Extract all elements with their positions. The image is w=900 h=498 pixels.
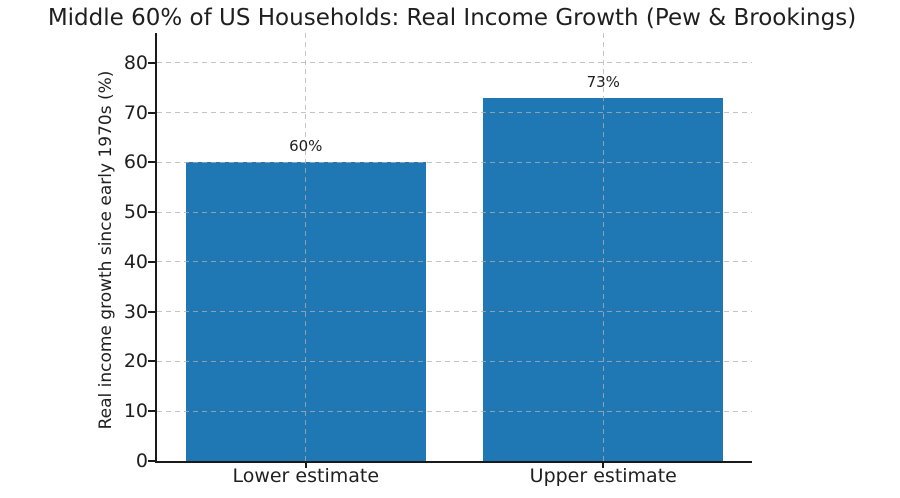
y-tick-label: 10 bbox=[123, 400, 148, 423]
h-gridline bbox=[157, 211, 752, 213]
bar-value-label: 60% bbox=[289, 137, 323, 156]
y-tick-label: 30 bbox=[123, 300, 148, 323]
y-tick-label: 60 bbox=[123, 151, 148, 174]
y-tick-mark bbox=[148, 310, 157, 313]
x-axis-tick-labels: Lower estimate Upper estimate bbox=[157, 464, 752, 494]
x-tick-label: Lower estimate bbox=[232, 465, 380, 487]
y-tick-mark bbox=[148, 61, 157, 64]
y-tick-label: 50 bbox=[123, 201, 148, 224]
h-gridline bbox=[157, 311, 752, 313]
y-tick-mark bbox=[148, 410, 157, 413]
y-tick-mark bbox=[148, 211, 157, 214]
chart-title: Middle 60% of US Households: Real Income… bbox=[47, 5, 857, 31]
y-tick-mark bbox=[148, 360, 157, 363]
h-gridline bbox=[157, 261, 752, 263]
y-tick-label: 80 bbox=[123, 51, 148, 74]
y-tick-mark bbox=[148, 460, 157, 462]
y-tick-label: 0 bbox=[135, 450, 148, 472]
bar-value-label: 73% bbox=[586, 72, 620, 91]
x-tick-mark bbox=[602, 461, 605, 468]
h-gridline bbox=[157, 112, 752, 114]
y-tick-mark bbox=[148, 260, 157, 263]
y-tick-label: 40 bbox=[123, 250, 148, 273]
v-gridline bbox=[602, 33, 604, 461]
y-axis-tick-labels: 0 10 20 30 40 50 60 70 80 bbox=[0, 33, 148, 472]
y-tick-mark bbox=[148, 111, 157, 114]
h-gridline bbox=[157, 360, 752, 362]
v-gridline bbox=[305, 33, 307, 461]
y-tick-label: 70 bbox=[123, 101, 148, 124]
x-tick-mark bbox=[304, 461, 307, 468]
y-tick-label: 20 bbox=[123, 350, 148, 373]
y-tick-mark bbox=[148, 161, 157, 164]
h-gridline bbox=[157, 161, 752, 163]
h-gridline bbox=[157, 410, 752, 412]
plot-area: 60% 73% bbox=[148, 33, 752, 468]
h-gridline bbox=[157, 62, 752, 64]
x-tick-label: Upper estimate bbox=[529, 465, 677, 487]
